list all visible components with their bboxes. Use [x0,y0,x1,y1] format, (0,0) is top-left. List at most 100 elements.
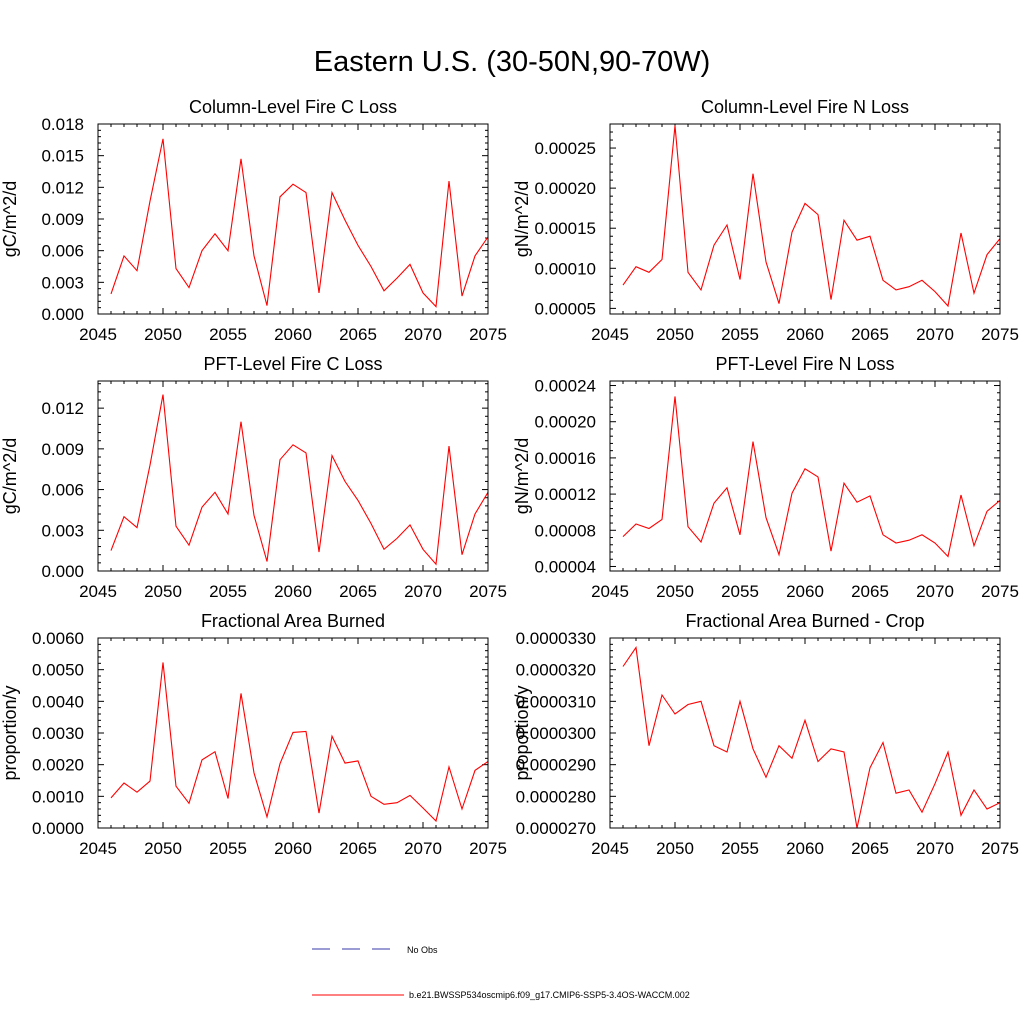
x-tick-label: 2065 [339,325,377,344]
x-tick-label: 2070 [404,325,442,344]
x-tick-label: 2050 [656,839,694,858]
y-tick-label: 0.0010 [32,787,84,806]
x-tick-label: 2065 [339,582,377,601]
x-tick-label: 2050 [656,582,694,601]
y-tick-label: 0.0000 [32,819,84,838]
panel-title: Column-Level Fire C Loss [189,97,397,117]
x-tick-label: 2070 [916,582,954,601]
panel-title: PFT-Level Fire N Loss [715,354,894,374]
chart-panel-6: Fractional Area Burned - Crop proportion/… [512,611,1019,858]
y-axis-label: gN/m^2/d [512,438,532,514]
x-tick-label: 2050 [656,325,694,344]
y-tick-label: 0.0050 [32,661,84,680]
series-line [622,396,1000,558]
x-tick-label: 2060 [786,582,824,601]
y-tick-label: 0.0000280 [516,787,596,806]
plot-frame [609,637,1001,829]
y-axis-label: gC/m^2/d [0,181,20,257]
y-tick-label: 0.00024 [535,377,596,396]
x-tick-label: 2060 [786,325,824,344]
y-tick-label: 0.00020 [535,179,596,198]
y-tick-label: 0.0030 [32,724,84,743]
y-tick-label: 0.00015 [535,219,596,238]
plot-frame [609,123,1001,315]
y-tick-label: 0.003 [41,273,84,292]
x-tick-label: 2065 [851,325,889,344]
x-tick-label: 2045 [79,582,117,601]
x-tick-label: 2075 [981,325,1019,344]
plot-frame [609,380,1001,572]
y-tick-label: 0.00010 [535,259,596,278]
x-tick-label: 2055 [209,325,247,344]
x-tick-label: 2055 [209,839,247,858]
plot-frame [97,123,489,315]
y-tick-label: 0.012 [41,399,84,418]
legend-obs-label: No Obs [407,945,438,955]
y-tick-label: 0.0000290 [516,756,596,775]
x-tick-label: 2045 [591,325,629,344]
panel-title: Fractional Area Burned - Crop [685,611,924,631]
y-tick-label: 0.0000320 [516,661,596,680]
x-tick-label: 2060 [274,325,312,344]
y-tick-label: 0.000 [41,562,84,581]
y-tick-label: 0.0000310 [516,692,596,711]
series-line [622,646,1000,828]
x-tick-label: 2050 [144,582,182,601]
chart-panel-1: Column-Level Fire C Loss gC/m^2/d 2045 2050… [0,97,507,344]
page-title: Eastern U.S. (30-50N,90-70W) [313,46,711,78]
chart-panel-5: Fractional Area Burned proportion/y 2045 20… [0,611,507,858]
x-tick-label: 2045 [591,839,629,858]
panel-title: Column-Level Fire N Loss [701,97,909,117]
x-tick-label: 2070 [404,582,442,601]
y-tick-label: 0.0060 [32,629,84,648]
series-line [110,662,488,823]
x-tick-label: 2045 [591,582,629,601]
y-tick-label: 0.012 [41,178,84,197]
x-tick-label: 2055 [721,325,759,344]
x-tick-label: 2045 [79,839,117,858]
x-tick-label: 2070 [404,839,442,858]
x-tick-label: 2075 [981,582,1019,601]
y-axis-label: gC/m^2/d [0,438,20,514]
x-tick-label: 2055 [721,582,759,601]
y-tick-label: 0.000 [41,305,84,324]
series-line [110,138,488,308]
x-tick-label: 2065 [339,839,377,858]
x-tick-label: 2075 [469,839,507,858]
x-tick-label: 2060 [786,839,824,858]
y-tick-label: 0.00016 [535,449,596,468]
y-tick-label: 0.00008 [535,521,596,540]
y-tick-label: 0.00025 [535,139,596,158]
y-tick-label: 0.00012 [535,485,596,504]
y-tick-label: 0.0000270 [516,819,596,838]
chart-panel-2: Column-Level Fire N Loss gN/m^2/d 2045 2050… [512,97,1019,344]
y-tick-label: 0.003 [41,521,84,540]
x-tick-label: 2055 [721,839,759,858]
x-tick-label: 2050 [144,325,182,344]
panel-title: PFT-Level Fire C Loss [203,354,382,374]
x-tick-label: 2075 [469,582,507,601]
y-tick-label: 0.015 [41,147,84,166]
x-tick-label: 2070 [916,325,954,344]
x-tick-label: 2075 [981,839,1019,858]
x-tick-label: 2075 [469,325,507,344]
x-tick-label: 2060 [274,582,312,601]
y-axis-label: proportion/y [512,685,532,780]
x-tick-label: 2065 [851,582,889,601]
y-tick-label: 0.006 [41,242,84,261]
y-tick-label: 0.0000300 [516,724,596,743]
x-tick-label: 2070 [916,839,954,858]
x-tick-label: 2045 [79,325,117,344]
legend: No Obs b.e21.BWSSP534oscmip6.f09_g17.CMIP… [312,945,690,1000]
y-tick-label: 0.00020 [535,413,596,432]
chart-panel-4: PFT-Level Fire N Loss gN/m^2/d 2045 2050 205… [512,354,1019,601]
x-tick-label: 2060 [274,839,312,858]
y-tick-label: 0.009 [41,440,84,459]
x-tick-label: 2055 [209,582,247,601]
y-tick-label: 0.00005 [535,299,596,318]
series-line [110,394,488,566]
panel-title: Fractional Area Burned [201,611,385,631]
y-tick-label: 0.0000330 [516,629,596,648]
y-axis-label: gN/m^2/d [512,181,532,257]
